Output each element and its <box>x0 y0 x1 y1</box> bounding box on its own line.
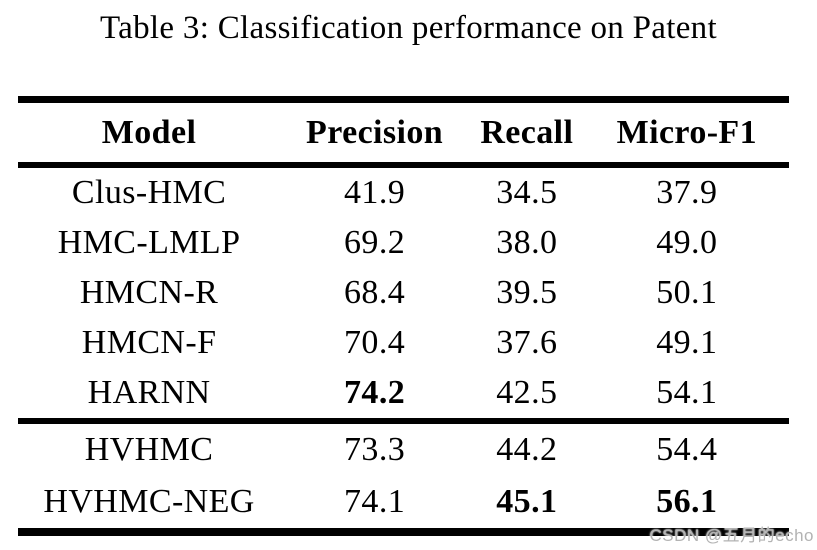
micro-f1-cell: 37.9 <box>656 174 718 211</box>
baseline-models-group: Clus-HMC 41.9 34.5 37.9 HMC-LMLP 69.2 38… <box>18 168 789 418</box>
precision-cell: 69.2 <box>344 224 406 261</box>
recall-cell: 38.0 <box>496 224 558 261</box>
model-name-cell: Clus-HMC <box>71 174 227 211</box>
precision-cell: 68.4 <box>344 274 406 311</box>
results-table: Model Precision Recall Micro-F1 Clus-HMC… <box>18 96 789 536</box>
recall-cell: 42.5 <box>496 374 558 411</box>
table-row: Clus-HMC 41.9 34.5 37.9 <box>18 168 789 218</box>
model-name-cell: HMCN-R <box>79 274 219 311</box>
model-name-cell: HVHMC <box>84 431 214 468</box>
precision-cell: 70.4 <box>344 324 406 361</box>
micro-f1-cell: 49.0 <box>656 224 718 261</box>
recall-cell: 44.2 <box>496 431 558 468</box>
table-header-row: Model Precision Recall Micro-F1 <box>18 103 789 162</box>
top-rule <box>18 96 789 103</box>
table-row: HMCN-R 68.4 39.5 50.1 <box>18 268 789 318</box>
header-recall: Recall <box>480 113 574 151</box>
header-precision: Precision <box>306 113 444 151</box>
precision-cell: 73.3 <box>344 431 406 468</box>
micro-f1-cell: 54.1 <box>656 374 718 411</box>
micro-f1-cell: 49.1 <box>656 324 718 361</box>
table-caption: Table 3: Classification performance on P… <box>100 10 717 46</box>
precision-cell: 74.1 <box>344 483 406 520</box>
recall-cell: 37.6 <box>496 324 558 361</box>
micro-f1-cell: 50.1 <box>656 274 718 311</box>
table-row: HARNN 74.2 42.5 54.1 <box>18 368 789 418</box>
table-row: HVHMC 73.3 44.2 54.4 <box>18 424 789 476</box>
model-name-cell: HVHMC-NEG <box>43 483 255 520</box>
micro-f1-cell: 54.4 <box>656 431 718 468</box>
table-row: HMCN-F 70.4 37.6 49.1 <box>18 318 789 368</box>
recall-cell: 39.5 <box>496 274 558 311</box>
micro-f1-cell: 56.1 <box>656 483 718 520</box>
model-name-cell: HARNN <box>87 374 211 411</box>
precision-cell: 41.9 <box>344 174 406 211</box>
header-model: Model <box>101 113 197 151</box>
table-row: HMC-LMLP 69.2 38.0 49.0 <box>18 218 789 268</box>
header-rule <box>18 162 789 168</box>
recall-cell: 34.5 <box>496 174 558 211</box>
header-micro-f1: Micro-F1 <box>616 113 758 151</box>
group-separator-rule <box>18 418 789 424</box>
bottom-rule <box>18 528 789 536</box>
model-name-cell: HMCN-F <box>81 324 217 361</box>
recall-cell: 45.1 <box>496 483 558 520</box>
model-name-cell: HMC-LMLP <box>57 224 241 261</box>
precision-cell: 74.2 <box>344 374 406 411</box>
proposed-models-group: HVHMC 73.3 44.2 54.4 HVHMC-NEG 74.1 45.1… <box>18 424 789 528</box>
csdn-watermark: CSDN @五月的echo <box>649 526 814 545</box>
table-row: HVHMC-NEG 74.1 45.1 56.1 <box>18 476 789 528</box>
